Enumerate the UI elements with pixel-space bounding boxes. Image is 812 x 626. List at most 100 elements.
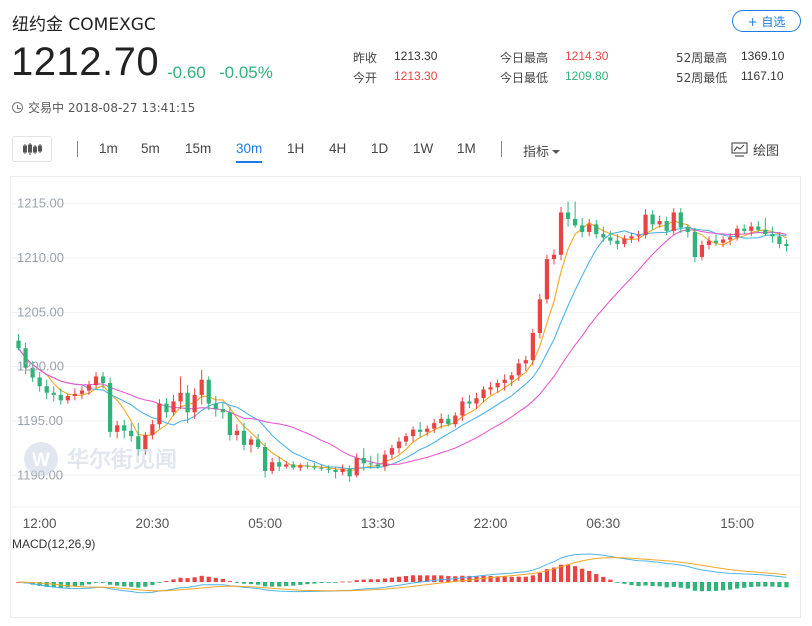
candle-body: [51, 392, 56, 395]
candle-body: [305, 465, 310, 467]
watermark-logo-letter: W: [32, 450, 50, 471]
candle: [699, 240, 705, 261]
macd-bar: [410, 575, 416, 582]
toolbar-divider: [77, 141, 78, 157]
candle-body: [418, 429, 423, 432]
macd-bar: [523, 576, 528, 582]
candle-body: [467, 401, 472, 404]
macd-bar: [100, 582, 106, 583]
candle: [86, 380, 92, 395]
timeframe-1h[interactable]: 1H: [287, 141, 305, 156]
candle: [622, 235, 627, 248]
candle-body: [72, 393, 77, 396]
watermark-logo-icon: [24, 442, 58, 476]
macd-bar: [115, 582, 120, 586]
candle: [326, 465, 331, 474]
candle: [516, 359, 521, 381]
candle: [79, 386, 85, 400]
x-tick-label: 12:00: [23, 516, 57, 531]
y-tick-label: 1195.00: [17, 413, 63, 428]
candle: [573, 201, 578, 228]
macd-bar: [643, 582, 648, 586]
timeframe-4h[interactable]: 4H: [329, 141, 347, 156]
timeframe-15m[interactable]: 15m: [185, 141, 212, 156]
price-change-pct: -0.05%: [219, 63, 273, 82]
candle-body: [685, 227, 690, 232]
candle-body: [79, 390, 85, 394]
macd-bar: [720, 582, 726, 591]
candle: [319, 464, 324, 471]
add-to-watchlist-button[interactable]: + 自选: [732, 10, 801, 32]
macd-bar: [453, 576, 458, 582]
timeframe-1m[interactable]: 1m: [99, 141, 118, 156]
candle-body: [248, 439, 254, 445]
week52-low-label: 52周最低: [676, 71, 728, 85]
candle-body: [692, 231, 697, 257]
timeframe-30m[interactable]: 30m: [236, 141, 263, 163]
candle: [143, 431, 148, 455]
week52-low-value: 1167.10: [741, 69, 784, 83]
candle: [749, 222, 754, 237]
last-price: 1212.70: [11, 40, 160, 84]
candle: [643, 209, 648, 239]
candle-body: [608, 237, 613, 241]
macd-bar: [354, 580, 359, 582]
candle: [270, 457, 275, 475]
macd-bar: [565, 564, 571, 582]
candle-body: [122, 425, 127, 431]
candle-body: [136, 436, 141, 450]
candle-body: [446, 418, 451, 425]
candle-body: [347, 468, 352, 477]
candle: [150, 419, 155, 440]
chart-area[interactable]: 1215.001210.001205.001200.001195.001190.…: [10, 176, 801, 618]
macd-bar: [333, 582, 338, 583]
macd-bar: [72, 582, 77, 587]
timeframe-1w[interactable]: 1W: [413, 141, 434, 156]
candle: [58, 388, 63, 405]
macd-dif-line: [18, 553, 787, 594]
macd-bar: [86, 582, 92, 585]
candle: [728, 233, 733, 245]
timeframe-1d[interactable]: 1D: [371, 141, 389, 156]
macd-bar: [206, 576, 211, 582]
macd-bar: [227, 581, 232, 582]
y-axis: 1215.001210.001205.001200.001195.001190.…: [17, 196, 64, 483]
candle-body: [185, 392, 190, 413]
macd-bar: [580, 568, 585, 582]
draw-tool-button[interactable]: 绘图: [731, 140, 779, 159]
candle: [115, 420, 120, 439]
candle: [629, 233, 634, 243]
candle: [502, 374, 507, 391]
candle: [298, 463, 303, 471]
candle-body: [530, 332, 535, 361]
candle: [509, 372, 514, 387]
candle-body: [129, 430, 134, 437]
timeframe-5m[interactable]: 5m: [141, 141, 160, 156]
macd-bar: [756, 582, 761, 587]
price-chart[interactable]: 1215.001210.001205.001200.001195.001190.…: [11, 177, 800, 617]
candle-body: [537, 299, 542, 333]
candle: [608, 230, 613, 245]
candle: [685, 224, 690, 238]
y-tick-label: 1215.00: [17, 196, 64, 211]
indicators-dropdown[interactable]: 指标: [523, 141, 561, 160]
candle: [488, 381, 493, 395]
macd-bar: [629, 582, 634, 586]
candle: [157, 399, 162, 429]
prev-close-value: 1213.30: [394, 49, 438, 63]
candle-body: [312, 466, 317, 468]
chart-type-button[interactable]: [12, 136, 52, 162]
macd-bar: [248, 582, 254, 585]
candle-body: [763, 229, 768, 235]
candle-body: [636, 235, 641, 237]
candle-body: [340, 468, 345, 473]
candle-body: [44, 386, 49, 393]
candle: [65, 393, 70, 404]
candle: [284, 461, 289, 469]
candle-body: [706, 240, 712, 245]
macd-bar: [171, 579, 176, 582]
candle: [784, 239, 789, 252]
candle: [248, 436, 254, 453]
timeframe-1mo[interactable]: 1M: [457, 141, 476, 156]
draw-tool-label: 绘图: [753, 144, 780, 159]
